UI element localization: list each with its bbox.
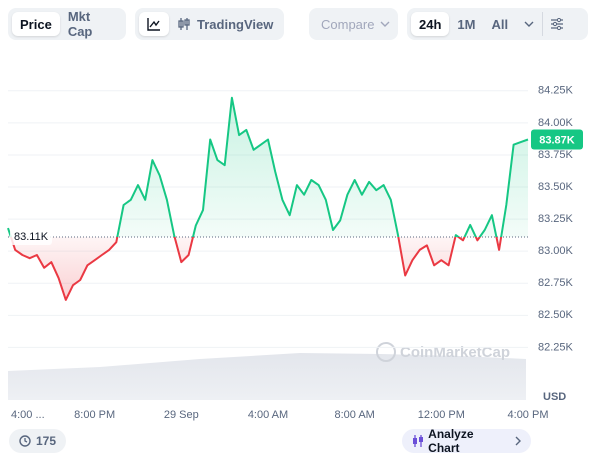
y-tick-label: 83.25K (538, 213, 574, 225)
analyze-chart-button[interactable]: Analyze Chart (402, 427, 531, 455)
compare: Compare (313, 12, 398, 36)
button-label: Analyze Chart (428, 427, 474, 455)
y-axis-unit: USD (543, 391, 566, 403)
compare-button[interactable]: Compare (309, 8, 398, 40)
chevron (380, 21, 390, 27)
x-tick-label: 4:00 ... (11, 409, 45, 421)
range-dropdown[interactable] (516, 12, 542, 36)
line-view-button[interactable] (139, 12, 169, 36)
settings-button[interactable] (542, 12, 571, 36)
area (8, 97, 528, 300)
y-tick-label: 82.25K (538, 341, 574, 353)
chevron (524, 21, 534, 27)
range[interactable]: All (491, 16, 509, 32)
compare-label: Compare (321, 16, 375, 32)
y-tick-label: 84.25K (538, 85, 574, 97)
x-tick-label: 4:00 PM (508, 409, 549, 421)
y-tick-label: 82.50K (538, 309, 574, 321)
range[interactable]: 1M (457, 16, 476, 32)
x-tick-label: 12:00 PM (418, 409, 465, 421)
clock-icon (19, 435, 31, 447)
watermark: CoinMarketCap (376, 342, 510, 362)
baseline-label-bg (10, 229, 52, 246)
x-tick-label: 8:00 AM (334, 409, 374, 421)
y-tick-label: 83.50K (538, 181, 574, 193)
baseline-label: 83.11K (14, 231, 49, 243)
badge-count: 175 (36, 434, 57, 448)
y-tick-label: 83.75K (538, 149, 574, 161)
candle-icon (413, 435, 423, 447)
line-icon (147, 18, 160, 31)
tab[interactable]: Price (12, 12, 60, 36)
range-group: 24h 1M All (407, 8, 588, 40)
last-price-badge (531, 129, 583, 150)
tab-group: Price Mkt Cap (8, 8, 126, 40)
price-line (7, 96, 529, 301)
last-price-label: 83.87K (539, 134, 575, 146)
y-tick-label: 84.00K (538, 117, 574, 129)
settings-icon (551, 18, 564, 30)
x-tick-label: 29 Sep (164, 409, 199, 421)
view-group: TradingView (135, 8, 284, 40)
x-tick-label: 8:00 PM (74, 409, 115, 421)
range[interactable]: 24h (411, 12, 450, 36)
view-label: TradingView (197, 16, 274, 32)
y-tick-label: 82.75K (538, 277, 574, 289)
volume-background (8, 353, 526, 400)
candle-icon (178, 18, 190, 30)
y-tick-label: 83.00K (538, 245, 574, 257)
x-tick-label: 4:00 AM (248, 409, 288, 421)
watermark-text: CoinMarketCap (400, 344, 510, 361)
tradingview-button[interactable]: TradingView (169, 12, 281, 36)
chevron (515, 436, 521, 446)
history-badge[interactable]: 175 (9, 429, 67, 453)
tab[interactable]: Mkt Cap (67, 9, 93, 39)
